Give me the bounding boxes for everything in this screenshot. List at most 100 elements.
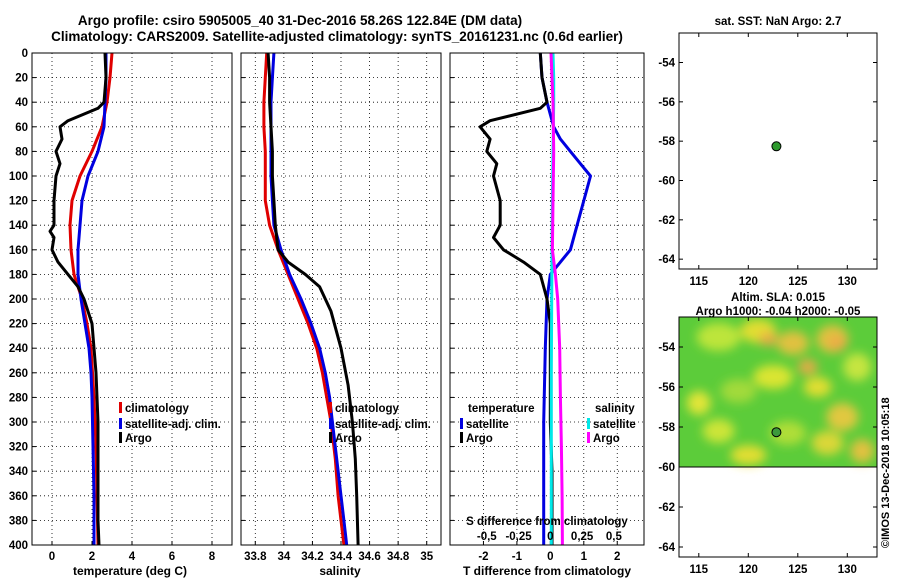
- map-x-tick-label: 120: [739, 564, 758, 576]
- legend-swatch-argo: [329, 432, 332, 443]
- map-y-tick-label: -60: [658, 462, 675, 474]
- series-argo: [48, 52, 108, 546]
- sla-field-blobs: [686, 319, 875, 465]
- x-tick-label: 2: [614, 551, 620, 563]
- depth-tick-label: 80: [15, 146, 28, 158]
- map-y-tick-label: -58: [658, 136, 675, 148]
- x-tick-label: 34.6: [358, 551, 380, 563]
- legend-swatch-s-argo: [587, 432, 590, 443]
- series-satellite-adj-clim-: [76, 53, 108, 545]
- legend-swatch-climatology: [119, 402, 122, 413]
- map-frame: [678, 316, 878, 558]
- depth-tick-label: 280: [9, 392, 28, 404]
- sla-blob: [803, 377, 832, 397]
- map-x-tick-label: 130: [838, 276, 857, 288]
- depth-tick-label: 400: [9, 540, 28, 552]
- legend-label-argo: Argo: [125, 433, 152, 445]
- temperature-panel: 0 2 4 6 8: [31, 52, 233, 563]
- sla-blob: [776, 331, 809, 355]
- x-tick-label: -1: [512, 551, 523, 563]
- map-x-tick-label: 125: [788, 564, 808, 576]
- legend-title-salinity: salinity: [595, 403, 635, 415]
- legend-swatch-s-satellite: [587, 418, 590, 429]
- legend-swatch-satellite: [329, 418, 332, 429]
- temperature-xlabel: temperature (deg C): [73, 564, 187, 578]
- depth-tick-label: 200: [9, 294, 28, 306]
- map-x-tick-label: 115: [690, 276, 709, 288]
- legend-swatch-argo: [119, 432, 122, 443]
- salinity-legend: climatology satellite-adj. clim. Argo: [329, 402, 431, 445]
- x-tick-label: 2: [89, 551, 95, 563]
- map-y-tick-label: -54: [658, 342, 675, 354]
- x-tick-label: 33.8: [244, 551, 267, 563]
- plot-frame: [31, 52, 233, 546]
- legend-label-t-argo: Argo: [466, 433, 493, 445]
- legend-label-s-argo: Argo: [593, 433, 620, 445]
- x-tick-label: 1: [581, 551, 588, 563]
- depth-tick-label: 20: [15, 73, 28, 85]
- sla-blob: [696, 323, 741, 351]
- sla-blob: [797, 359, 818, 375]
- difference-panel: -2 -1 0 1 2: [449, 52, 645, 563]
- map-y-tick-label: -62: [658, 215, 675, 227]
- s-tick-label: 0,5: [606, 531, 623, 543]
- x-tick-label: 34.8: [387, 551, 410, 563]
- sst-map-panel: 115 120 125 130 -54 -56 -58 -60 -62 -64: [658, 32, 878, 288]
- sla-blob: [811, 431, 844, 455]
- series-s-argo: [549, 52, 564, 546]
- depth-tick-label: 40: [15, 97, 28, 109]
- depth-tick-label: 360: [9, 491, 28, 503]
- map-y-tick-label: -56: [658, 382, 675, 394]
- depth-tick-label: 300: [9, 417, 28, 429]
- x-tick-label: -2: [478, 551, 488, 563]
- imos-watermark: ©IMOS 13-Dec-2018 10:05:18: [880, 397, 892, 548]
- map-x-tick-label: 125: [788, 276, 808, 288]
- sla-blob: [730, 445, 767, 465]
- map-y-tick-label: -56: [658, 97, 675, 109]
- depth-tick-label: 160: [9, 245, 28, 257]
- map-y-tick-label: -62: [658, 502, 675, 514]
- sla-blob: [759, 332, 778, 346]
- x-tick-label: 0: [49, 551, 55, 563]
- s-tick-label: 0,25: [571, 531, 594, 543]
- map-x-tick-label: 120: [739, 276, 758, 288]
- sla-blob: [769, 421, 806, 445]
- depth-tick-label: 0: [22, 48, 28, 60]
- sla-map-title-1: Altim. SLA: 0.015: [731, 292, 826, 304]
- legend-swatch-climatology: [329, 402, 332, 413]
- depth-tick-label: 260: [9, 368, 28, 380]
- map-x-tick-label: 115: [690, 564, 709, 576]
- map-frame: [678, 32, 878, 270]
- x-tick-label: 35: [420, 551, 433, 563]
- legend-label-satellite: satellite-adj. clim.: [335, 419, 431, 431]
- depth-tick-label: 380: [9, 515, 28, 527]
- sla-blob: [850, 439, 875, 463]
- difference-legend: temperature satellite Argo salinity sate…: [460, 403, 636, 445]
- sla-blob: [826, 403, 859, 431]
- s-tick-label: -0,25: [505, 531, 532, 543]
- legend-label-s-satellite: satellite: [593, 419, 636, 431]
- legend-label-climatology: climatology: [335, 403, 400, 415]
- s-difference-tick-labels: -0,5 -0,25 0 0,25 0,5: [477, 531, 623, 543]
- depth-tick-label: 340: [9, 466, 28, 478]
- legend-label-argo: Argo: [335, 433, 362, 445]
- title-line-2: Climatology: CARS2009. Satellite-adjuste…: [51, 29, 623, 44]
- x-tick-label: 34.2: [301, 551, 323, 563]
- salinity-panel: 33.8 34 34.2 34.4 34.6 34.8 35: [240, 52, 442, 563]
- x-tick-label: 34.4: [330, 551, 353, 563]
- sla-blob: [828, 336, 847, 350]
- s-tick-label: 0: [547, 531, 553, 543]
- legend-title-temperature: temperature: [468, 403, 534, 415]
- legend-swatch-t-argo: [460, 432, 463, 443]
- legend-swatch-t-satellite: [460, 418, 463, 429]
- legend-label-t-satellite: satellite: [466, 419, 509, 431]
- series-argo: [266, 52, 360, 546]
- depth-axis-labels: 0 20 40 60 80 100 120 140 160 180 200 220 240 260 280 3…: [9, 48, 28, 552]
- map-y-tick-label: -60: [658, 176, 675, 188]
- sst-map-title: sat. SST: NaN Argo: 2.7: [715, 16, 842, 28]
- s-tick-label: -0,5: [477, 531, 497, 543]
- depth-tick-label: 220: [9, 319, 28, 331]
- sla-map-title-2: Argo h1000: -0.04 h2000: -0.05: [696, 306, 862, 318]
- sla-field: [679, 317, 877, 467]
- salinity-xlabel: salinity: [319, 564, 361, 578]
